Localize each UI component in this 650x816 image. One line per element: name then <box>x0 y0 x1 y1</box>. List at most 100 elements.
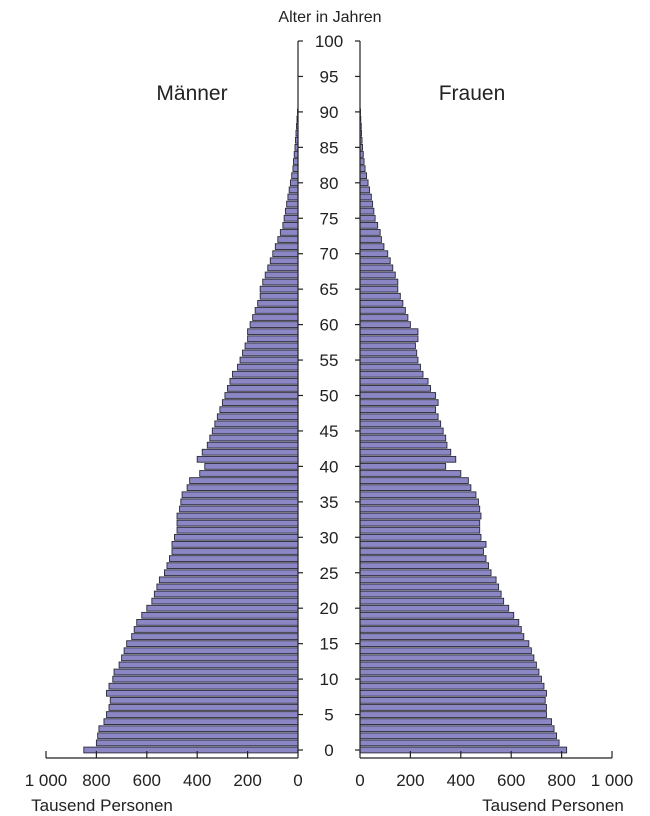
male-bar <box>237 363 299 371</box>
male-bar <box>180 498 299 506</box>
female-bar <box>359 370 424 378</box>
female-bar <box>359 427 444 435</box>
age-tick-label: 90 <box>320 103 339 122</box>
male-bar <box>176 519 299 527</box>
male-bar <box>109 697 299 704</box>
male-bar <box>221 399 299 406</box>
male-bar <box>106 711 299 718</box>
female-bar <box>359 172 368 180</box>
female-bar <box>359 711 547 718</box>
male-bar <box>176 512 299 520</box>
female-bar <box>359 597 505 605</box>
male-bar <box>252 314 299 321</box>
female-bar <box>359 689 547 697</box>
female-bar <box>359 377 429 385</box>
female-bar <box>359 675 542 683</box>
female-bar <box>359 229 381 236</box>
age-tick-label: 20 <box>320 599 339 618</box>
male-bar <box>174 533 299 541</box>
female-bar <box>359 668 540 676</box>
male-bar <box>242 349 299 357</box>
male-bar <box>232 370 299 378</box>
male-bar <box>257 299 299 307</box>
female-bar <box>359 569 492 577</box>
male-bar <box>126 640 299 648</box>
male-bar <box>259 285 299 293</box>
male-bar <box>249 321 299 328</box>
female-bar <box>359 406 437 414</box>
female-bar <box>359 299 404 307</box>
age-tick-label: 0 <box>324 741 333 760</box>
female-bar <box>359 342 416 350</box>
male-bar <box>171 548 299 555</box>
male-bar <box>269 257 299 265</box>
female-x-axis: 0 200 400 600 800 1 000 <box>355 751 633 790</box>
male-bar <box>133 626 299 633</box>
male-bar <box>179 505 299 513</box>
male-bar <box>291 172 299 180</box>
female-bar <box>359 739 560 747</box>
female-bar <box>359 718 552 725</box>
female-bar <box>359 278 399 286</box>
female-bar <box>359 583 500 591</box>
female-bar <box>359 250 389 258</box>
female-bar <box>359 385 432 392</box>
female-bar <box>359 505 481 513</box>
male-bar <box>216 413 299 421</box>
female-bar <box>359 484 472 492</box>
male-bar <box>283 214 299 222</box>
right-group-label: Frauen <box>439 82 506 105</box>
female-bar <box>359 640 530 648</box>
male-bar <box>247 328 299 336</box>
male-bar <box>272 250 299 258</box>
female-bar <box>359 604 510 612</box>
female-bar <box>359 221 379 229</box>
male-bar <box>264 271 299 279</box>
female-bar <box>359 179 369 187</box>
female-bar <box>359 533 482 541</box>
male-bar <box>219 406 299 414</box>
male-bar <box>146 604 299 612</box>
female-bar <box>359 463 447 470</box>
male-bar <box>141 611 299 619</box>
male-bar <box>121 654 299 662</box>
female-bar <box>359 477 469 484</box>
age-tick-label: 55 <box>320 351 339 370</box>
female-bar <box>359 697 546 704</box>
male-bar <box>113 668 299 676</box>
male-bar <box>201 448 299 456</box>
female-bar <box>359 264 394 272</box>
female-bar <box>359 207 375 215</box>
male-bar <box>171 541 299 548</box>
female-bar <box>359 158 365 165</box>
male-bar <box>262 278 299 286</box>
female-bar <box>359 314 409 321</box>
female-bar <box>359 441 448 449</box>
female-bar <box>359 356 419 364</box>
female-bar <box>359 555 487 562</box>
male-bar <box>103 718 299 725</box>
female-bar <box>359 307 406 314</box>
age-tick-label: 100 <box>315 32 343 51</box>
male-bar <box>226 385 299 392</box>
female-bar <box>359 321 411 328</box>
male-bar <box>244 342 299 350</box>
female-bar <box>359 392 437 399</box>
male-bar <box>293 158 299 165</box>
female-bar <box>359 541 487 548</box>
female-bar <box>359 186 371 194</box>
male-bar <box>211 427 299 435</box>
male-x-tick-label: 400 <box>183 771 211 790</box>
female-bar <box>359 448 452 456</box>
age-tick-label: 15 <box>320 635 339 654</box>
male-bar <box>199 470 299 477</box>
female-bar <box>359 420 442 428</box>
male-bar <box>289 179 299 187</box>
age-tick-label: 70 <box>320 245 339 264</box>
male-bar <box>292 165 299 172</box>
age-tick-label: 35 <box>320 493 339 512</box>
male-bar <box>153 590 299 598</box>
female-bar <box>359 611 515 619</box>
age-tick-label: 65 <box>320 280 339 299</box>
male-bar <box>118 661 299 669</box>
